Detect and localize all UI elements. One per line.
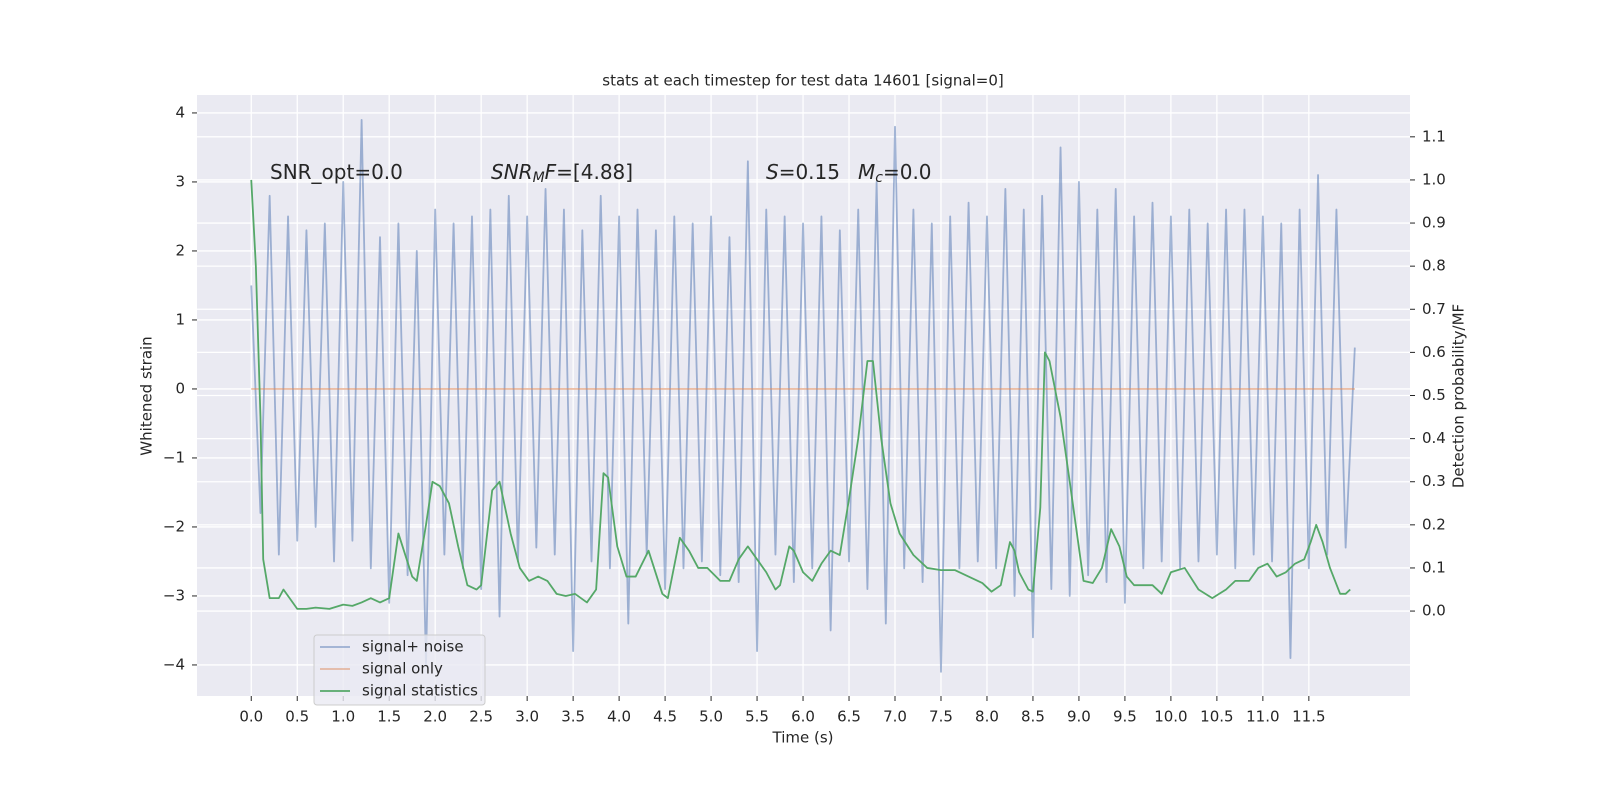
y-tick-label: 3 (175, 172, 185, 190)
y-tick-label: −2 (163, 517, 185, 535)
annotation-part: =0.15 (779, 160, 840, 184)
y2-tick-label: 0.9 (1422, 214, 1446, 232)
y2-tick-label: 1.1 (1422, 127, 1446, 145)
x-axis-label: Time (s) (772, 729, 834, 747)
annotation-part: M (533, 170, 545, 186)
x-tick-label: 6.0 (791, 708, 815, 726)
annotations: SNR_opt=0.0 SNRMF=[4.88] S=0.15 Mc=0.0 (270, 160, 932, 187)
y-tick-label: 2 (175, 241, 185, 259)
y-tick-label: −4 (163, 655, 185, 673)
y2-tick-label: 0.6 (1422, 343, 1446, 361)
annotation: SNR_opt=0.0 (270, 160, 403, 184)
y2-tick-label: 0.5 (1422, 386, 1446, 404)
x-tick-label: 7.0 (883, 708, 907, 726)
series-line (250, 118, 1356, 673)
x-tick-label: 8.0 (975, 708, 999, 726)
y2-tick-label: 0.3 (1422, 472, 1446, 490)
marks (250, 118, 1356, 673)
x-tick-label: 11.0 (1246, 708, 1279, 726)
y2-tick-label: 0.7 (1422, 300, 1446, 318)
y-tick-label: 1 (175, 310, 185, 328)
x-tick-label: 5.5 (745, 708, 769, 726)
y-axis-label: Whitened strain (138, 336, 156, 455)
x-tick-label: 2.5 (469, 708, 493, 726)
legend-label: signal statistics (362, 682, 478, 700)
annotation-part: =[4.88] (556, 160, 633, 184)
y-tick-label: −1 (163, 448, 185, 466)
y2-tick-label: 0.1 (1422, 558, 1446, 576)
y-tick-label: 4 (175, 103, 185, 121)
annotation: S=0.15 (766, 160, 840, 184)
x-tick-label: 3.5 (561, 708, 585, 726)
legend-label: signal+ noise (362, 638, 464, 656)
x-tick-label: 10.0 (1154, 708, 1187, 726)
x-tick-label: 1.5 (377, 708, 401, 726)
annotation-part: F (545, 160, 557, 184)
x-tick-label: 5.0 (699, 708, 723, 726)
x-tick-label: 2.0 (423, 708, 447, 726)
y2-tick-label: 1.0 (1422, 170, 1446, 188)
y2-tick-label: 0.0 (1422, 602, 1446, 620)
x-tick-label: 4.0 (607, 708, 631, 726)
x-tick-label: 11.5 (1292, 708, 1325, 726)
annotation: Mc=0.0 (858, 160, 932, 187)
x-tick-label: 0.0 (239, 708, 263, 726)
x-tick-label: 1.0 (331, 708, 355, 726)
y2-axis-label: Detection probability/MF (1450, 304, 1468, 488)
legend: signal+ noise signal only signal statistic… (313, 634, 486, 706)
annotation-part: c (875, 170, 883, 186)
annotation-part: SNR_opt=0.0 (270, 160, 403, 184)
y-tick-label: −3 (163, 586, 185, 604)
chart-title: stats at each timestep for test data 146… (602, 72, 1003, 90)
legend-label: signal only (362, 660, 443, 678)
x-tick-label: 3.0 (515, 708, 539, 726)
x-tick-label: 10.5 (1200, 708, 1233, 726)
y-tick-label: 0 (175, 379, 185, 397)
y2-tick-label: 0.2 (1422, 515, 1446, 533)
grid: 0.0 0.5 1.0 1.5 2.0 2.5 3.0 3.5 4.0 4.5 5.0 5.5 6.0 6… (163, 95, 1446, 726)
x-tick-label: 0.5 (285, 708, 309, 726)
legend-box (313, 634, 486, 706)
x-tick-label: 6.5 (837, 708, 861, 726)
x-tick-label: 7.5 (929, 708, 953, 726)
x-tick-label: 8.5 (1021, 708, 1045, 726)
series-line (250, 179, 1351, 610)
annotation-part: M (858, 160, 875, 184)
annotation-part: S (766, 160, 779, 184)
y2-tick-label: 0.8 (1422, 257, 1446, 275)
y2-tick-label: 0.4 (1422, 429, 1446, 447)
annotation-part: SNR (491, 160, 533, 184)
x-tick-label: 9.5 (1113, 708, 1137, 726)
annotation-part: =0.0 (883, 160, 932, 184)
x-tick-label: 4.5 (653, 708, 677, 726)
x-tick-label: 9.0 (1067, 708, 1091, 726)
annotation: SNRMF=[4.88] (491, 160, 633, 187)
